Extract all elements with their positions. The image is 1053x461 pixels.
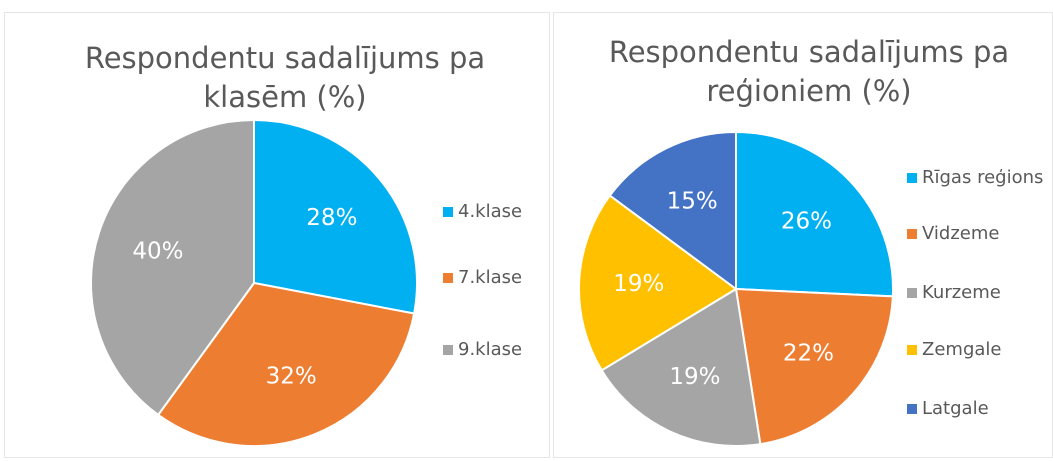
legend-label: Zemgale — [922, 339, 1001, 360]
legend-marker — [443, 345, 453, 355]
pie-slice — [253, 118, 418, 315]
chart-panel: Respondentu sadalījums pa klasēm (%) 28%… — [4, 12, 550, 458]
data-label: 19% — [669, 364, 720, 390]
legend-marker — [443, 207, 453, 217]
pie-slice — [90, 118, 255, 417]
pie-slice — [608, 130, 737, 291]
chart: 28% 4.klase 32% 7.klase 40% 9.klase — [90, 118, 522, 447]
legend-marker — [907, 288, 917, 298]
data-label: 22% — [783, 340, 834, 366]
legend-marker — [907, 404, 917, 414]
legend-label: 9.klase — [458, 339, 522, 360]
pie-slice — [600, 287, 762, 447]
data-label: 32% — [266, 363, 317, 389]
legend-label: Latgale — [922, 398, 989, 419]
legend-label: Vidzeme — [922, 223, 999, 244]
pie-slice — [578, 194, 738, 372]
chart-title: Respondentu sadalījums pa klasēm (%) — [84, 41, 486, 114]
data-label: 26% — [781, 208, 832, 234]
legend-marker — [907, 345, 917, 355]
chart-panel: Respondentu sadalījums pa reģioniem (%) … — [553, 12, 1053, 458]
legend-label: 4.klase — [458, 201, 522, 222]
chart-title: Respondentu sadalījums pa reģioniem (%) — [608, 35, 1010, 108]
legend-marker — [907, 173, 917, 183]
legend-label: Kurzeme — [922, 282, 1001, 303]
pie-slice — [735, 130, 894, 298]
pie-slice — [734, 287, 894, 446]
legend-marker — [907, 229, 917, 239]
legend-label: 7.klase — [458, 267, 522, 288]
data-label: 19% — [613, 271, 664, 297]
data-label: 28% — [306, 205, 357, 231]
pie-slice — [156, 281, 416, 447]
chart: 26% Rīgas reģions 22% Vidzeme 19% Kurzeme 19% Z… — [578, 130, 1043, 447]
legend-label: Rīgas reģions — [922, 167, 1043, 188]
data-label: 40% — [132, 238, 183, 264]
legend-marker — [443, 273, 453, 283]
data-label: 15% — [667, 189, 718, 215]
